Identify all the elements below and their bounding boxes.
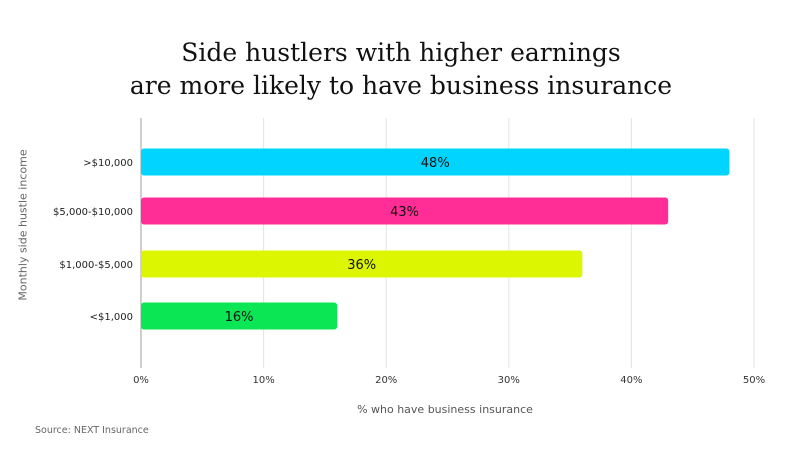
category-label: $1,000-$5,000 [59,260,133,271]
chart-title: Side hustlers with higher earnings are m… [0,36,802,102]
x-tick-label: 50% [743,375,765,386]
x-tick-label: 0% [133,375,149,386]
data-label: 48% [421,156,450,171]
bar [141,302,338,330]
bar [141,197,669,225]
chart-title-line-2: are more likely to have business insuran… [129,71,673,100]
chart-title-line-1: Side hustlers with higher earnings [181,38,621,67]
source-note: Source: NEXT Insurance [35,425,149,436]
y-axis-label: Monthly side hustle income [16,149,30,301]
bar [141,148,730,176]
category-label: <$1,000 [90,312,133,323]
x-axis-label: % who have business insurance [357,403,533,416]
category-label: >$10,000 [83,158,133,169]
data-label: 16% [225,310,254,325]
x-tick-label: 20% [375,375,397,386]
data-label: 43% [390,205,419,220]
x-tick-label: 30% [498,375,520,386]
bar [141,250,583,278]
x-tick-label: 10% [252,375,274,386]
data-label: 36% [347,258,376,273]
category-label: $5,000-$10,000 [53,207,133,218]
x-tick-label: 40% [620,375,642,386]
